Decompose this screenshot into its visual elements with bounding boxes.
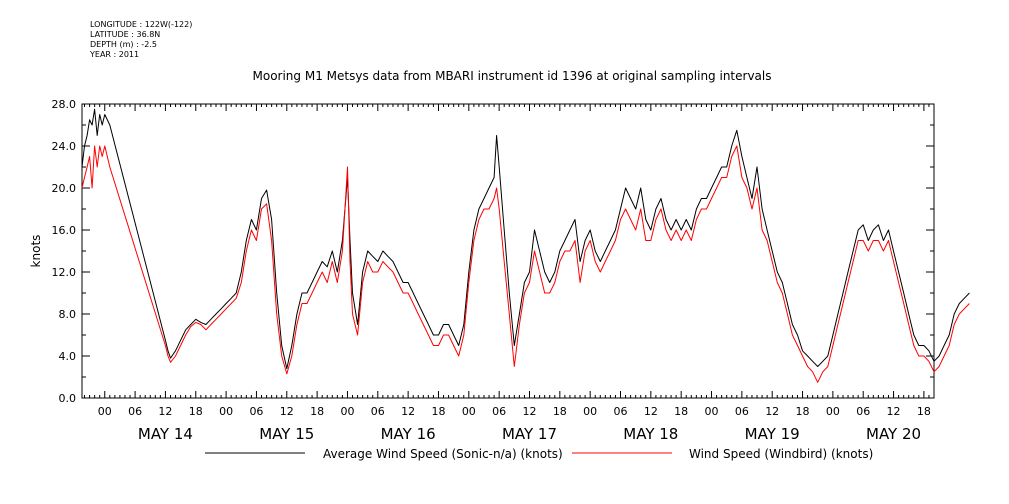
x-tick-label: 18: [431, 405, 445, 418]
x-tick-label: 00: [462, 405, 476, 418]
x-tick-label: 12: [280, 405, 294, 418]
depth-text: DEPTH (m) : -2.5: [90, 40, 157, 49]
x-tick-label: 12: [158, 405, 172, 418]
x-day-label: MAY 20: [866, 425, 921, 443]
legend-label: Average Wind Speed (Sonic-n/a) (knots): [323, 447, 563, 461]
y-tick-label: 12.0: [52, 266, 77, 279]
y-tick-label: 24.0: [52, 140, 77, 153]
x-tick-label: 18: [796, 405, 810, 418]
x-tick-label: 18: [310, 405, 324, 418]
x-tick-label: 18: [553, 405, 567, 418]
x-day-label: MAY 18: [623, 425, 678, 443]
y-tick-label: 8.0: [59, 308, 77, 321]
year-text: YEAR : 2011: [90, 50, 140, 59]
x-tick-label: 06: [371, 405, 385, 418]
x-day-label: MAY 14: [138, 425, 193, 443]
x-tick-label: 00: [219, 405, 233, 418]
x-tick-label: 06: [492, 405, 506, 418]
x-tick-label: 12: [401, 405, 415, 418]
x-tick-label: 00: [340, 405, 354, 418]
x-tick-label: 00: [705, 405, 719, 418]
x-tick-label: 00: [98, 405, 112, 418]
chart-title: Mooring M1 Metsys data from MBARI instru…: [253, 69, 772, 83]
x-tick-label: 06: [735, 405, 749, 418]
legend: Average Wind Speed (Sonic-n/a) (knots) Wi…: [205, 447, 873, 461]
x-day-label: MAY 17: [502, 425, 557, 443]
x-day-label: MAY 19: [745, 425, 800, 443]
x-tick-label: 12: [765, 405, 779, 418]
y-tick-label: 16.0: [52, 224, 77, 237]
x-tick-label: 06: [856, 405, 870, 418]
y-tick-label: 20.0: [52, 182, 77, 195]
x-tick-label: 18: [674, 405, 688, 418]
x-tick-label: 06: [249, 405, 263, 418]
x-tick-label: 18: [189, 405, 203, 418]
x-tick-label: 00: [826, 405, 840, 418]
x-tick-label: 12: [887, 405, 901, 418]
y-tick-label: 4.0: [59, 350, 77, 363]
axis-ticks: 0.0 4.0 8.0 12.0 16.0 20.0 24.0 28.0 00 06 12 18 00 0…: [52, 98, 935, 443]
series-lines: [81, 108, 970, 383]
series-line-average-wind-speed: [81, 108, 970, 370]
x-tick-label: 12: [644, 405, 658, 418]
longitude-text: LONGITUDE : 122W(-122): [90, 20, 193, 29]
x-tick-label: 06: [128, 405, 142, 418]
y-tick-label: 0.0: [59, 392, 77, 405]
x-day-label: MAY 16: [381, 425, 436, 443]
x-tick-label: 12: [522, 405, 536, 418]
x-tick-label: 00: [583, 405, 597, 418]
x-tick-label: 18: [917, 405, 931, 418]
y-axis-label: knots: [29, 235, 43, 268]
x-day-label: MAY 15: [259, 425, 314, 443]
legend-label: Wind Speed (Windbird) (knots): [689, 447, 873, 461]
latitude-text: LATITUDE : 36.8N: [90, 30, 161, 39]
x-tick-label: 06: [614, 405, 628, 418]
series-line-windbird: [81, 145, 970, 383]
metadata-block: LONGITUDE : 122W(-122) LATITUDE : 36.8N …: [90, 20, 192, 60]
y-tick-label: 28.0: [52, 98, 77, 111]
